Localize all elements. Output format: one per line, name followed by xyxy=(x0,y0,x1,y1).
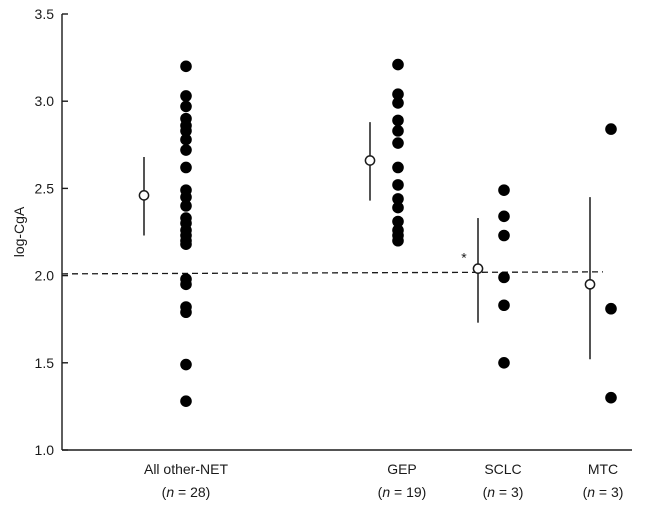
mean-marker xyxy=(138,190,150,201)
data-point xyxy=(180,90,192,102)
mean-marker xyxy=(472,263,484,274)
y-tick-label: 2.0 xyxy=(35,268,55,284)
category-n-label: (n = 28) xyxy=(162,484,211,500)
data-point xyxy=(392,193,404,205)
group-sclc: * xyxy=(461,184,510,369)
data-point xyxy=(392,97,404,109)
data-marks: * xyxy=(138,58,617,407)
group-all-other-net xyxy=(138,60,192,407)
group-mtc xyxy=(584,123,617,404)
y-tick-label: 3.5 xyxy=(35,6,55,22)
mean-marker xyxy=(364,155,376,166)
reference-line-group xyxy=(61,271,604,275)
category-n-label: (n = 3) xyxy=(583,484,624,500)
category-n-label: (n = 19) xyxy=(378,484,427,500)
data-point xyxy=(180,133,192,146)
axes: 1.0 1.5 2.0 2.5 3.0 3.5 log-CgA xyxy=(11,6,632,458)
data-point xyxy=(180,191,192,203)
data-point xyxy=(392,58,404,71)
data-point xyxy=(498,271,510,284)
data-point xyxy=(180,125,192,137)
data-point xyxy=(605,302,617,315)
category-n-label: (n = 3) xyxy=(483,484,524,500)
data-point xyxy=(498,229,510,242)
data-point xyxy=(392,234,404,247)
data-point xyxy=(180,161,192,174)
data-point xyxy=(498,299,510,312)
data-point xyxy=(605,391,617,404)
data-point xyxy=(392,201,404,214)
category-labels: All other-NET (n = 28) GEP (n = 19) SCLC (n =… xyxy=(144,461,623,500)
category-label: SCLC xyxy=(484,461,521,477)
data-point xyxy=(605,123,617,135)
data-point xyxy=(392,179,404,191)
category-label: All other-NET xyxy=(144,461,228,477)
category-label: GEP xyxy=(387,461,417,477)
data-point xyxy=(392,215,404,228)
y-tick-label: 2.5 xyxy=(35,180,55,196)
data-point xyxy=(392,88,404,101)
data-point xyxy=(392,114,404,127)
data-point xyxy=(180,278,192,291)
data-point xyxy=(392,161,404,174)
data-point xyxy=(180,395,192,407)
data-point xyxy=(180,238,192,251)
y-tick-label: 1.5 xyxy=(35,355,55,371)
y-tick-label: 1.0 xyxy=(35,442,55,458)
data-point xyxy=(498,357,510,369)
data-point xyxy=(498,184,510,196)
data-point xyxy=(180,144,192,156)
data-point xyxy=(180,306,192,319)
data-point xyxy=(180,358,192,371)
data-point xyxy=(180,60,192,73)
mean-marker xyxy=(584,278,596,290)
y-tick-label: 3.0 xyxy=(35,93,55,109)
data-point xyxy=(392,137,404,149)
data-point xyxy=(498,210,510,223)
y-axis-label: log-CgA xyxy=(11,206,27,257)
data-point xyxy=(180,100,192,113)
data-point xyxy=(180,200,192,212)
category-label: MTC xyxy=(588,461,618,477)
group-gep xyxy=(364,58,404,247)
data-point xyxy=(392,125,404,137)
significance-annotation: * xyxy=(461,250,467,266)
reference-line xyxy=(61,271,604,275)
